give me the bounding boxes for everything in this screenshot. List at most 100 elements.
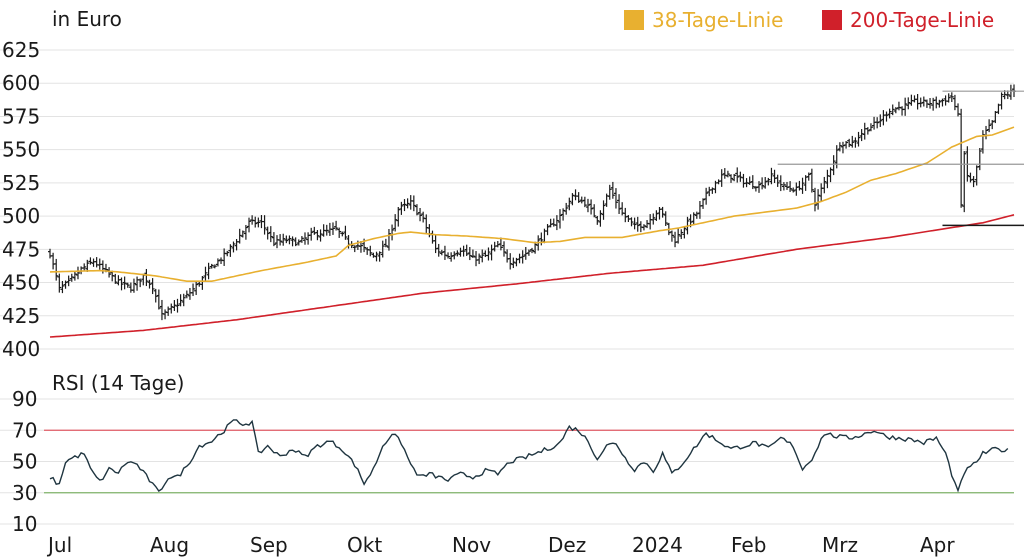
ohlc-bar [107,267,112,278]
ohlc-bar [794,182,799,196]
x-tick-label: Aug [150,533,189,557]
ohlc-bar [209,263,214,269]
ohlc-bar [915,94,920,110]
ohlc-bar [660,206,665,218]
ohlc-bar [302,232,307,245]
ohlc-bar [430,230,435,244]
ohlc-bar [859,129,864,142]
ohlc-bar [750,175,755,190]
ohlc-bar [585,198,590,213]
ohlc-bar [203,266,208,282]
x-tick-label: Dez [548,533,586,557]
ohlc-bar [234,239,239,251]
ohlc-bar [968,172,973,183]
ohlc-bar [194,281,199,295]
ohlc-bar [651,213,656,225]
ohlc-bar [271,232,276,247]
ohlc-bar [88,257,93,265]
ohlc-bar [530,247,534,254]
ohlc-bar [853,137,858,148]
legend-swatch [624,10,644,30]
ohlc-bar [340,231,345,237]
ohlc-bar [371,252,376,258]
ohlc-bar [977,147,982,171]
ohlc-bar [268,226,273,243]
price-y-tick-label: 500 [2,204,40,228]
ohlc-bar [980,130,985,154]
ohlc-bar [256,217,261,228]
ohlc-bar [393,214,398,232]
price-y-tick-label: 425 [2,304,40,328]
price-grid [0,49,1014,350]
ohlc-bar [729,174,734,183]
ohlc-bar [396,207,401,227]
ohlc-bar [250,215,255,225]
price-y-tick-label: 550 [2,138,40,162]
ohlc-bar [69,273,74,282]
ohlc-bar [617,194,622,214]
ohlc-bar [502,241,507,257]
ohlc-bar [707,186,712,197]
ohlc-bar [390,224,395,241]
ohlc-bar [299,236,304,243]
ohlc-bar [592,204,597,218]
legend: 38-Tage-Linie 200-Tage-Linie [624,8,994,32]
ohlc-bar [607,184,612,200]
ohlc-bar [741,173,746,188]
ohlc-bar [262,215,267,235]
ohlc-bar [94,257,99,268]
ohlc-bar [769,167,774,185]
ohlc-bar [508,253,513,270]
ohlc-bar [290,236,295,247]
ohlc-bar [237,228,242,244]
ohlc-bar [831,155,836,176]
ohlc-bar [178,294,183,307]
ohlc-bar [498,237,503,251]
ohlc-bar [63,280,68,289]
ohlc-bar [893,107,898,114]
ohlc-bar [464,244,469,256]
ohlc-bar [442,245,447,260]
ohlc-bar [847,138,852,148]
ohlc-bar [352,245,357,253]
ohlc-bar [343,225,348,240]
ohlc-bar [337,227,342,238]
ohlc-bar [424,214,429,233]
x-tick-label: Nov [452,533,491,557]
ohlc-bar [610,181,615,199]
price-y-tick-label: 400 [2,337,40,361]
ohlc-bar [48,248,52,259]
ohlc-bar [663,211,668,226]
rsi-y-tick-label: 30 [12,481,37,505]
ohlc-bar [119,277,124,291]
ohlc-bar [253,216,258,228]
ohlc-bar [673,231,678,248]
ohlc-bar [934,96,939,109]
ohlc-bar [172,300,177,311]
ohlc-bar [215,258,220,267]
ohlc-bar [138,278,143,288]
ohlc-bar [691,212,696,225]
ohlc-bar [940,98,945,107]
ohlc-bar [265,226,270,240]
price-y-ticks: 400 425 450 475 500 525 550 575 600 625 [2,38,40,361]
ohlc-bar [548,218,553,228]
ohlc-bar [638,221,643,233]
ohlc-bar [788,181,793,192]
ohlc-bar [744,178,749,188]
ohlc-bar [418,207,423,222]
ohlc-bar [486,247,491,261]
ohlc-bar [318,229,323,242]
ohlc-bar [374,251,379,262]
ohlc-bar [184,290,189,299]
ohlc-bar [589,199,594,215]
x-tick-label: Jul [46,533,72,557]
ohlc-bar [175,298,180,313]
ohlc-bar [881,110,886,126]
ohlc-bar [421,211,426,223]
x-tick-label: Mrz [822,533,858,557]
rsi-y-tick-label: 70 [12,418,37,442]
ohlc-bar [732,173,737,182]
ohlc-bar [545,224,550,236]
ohlc-bar [212,264,217,269]
